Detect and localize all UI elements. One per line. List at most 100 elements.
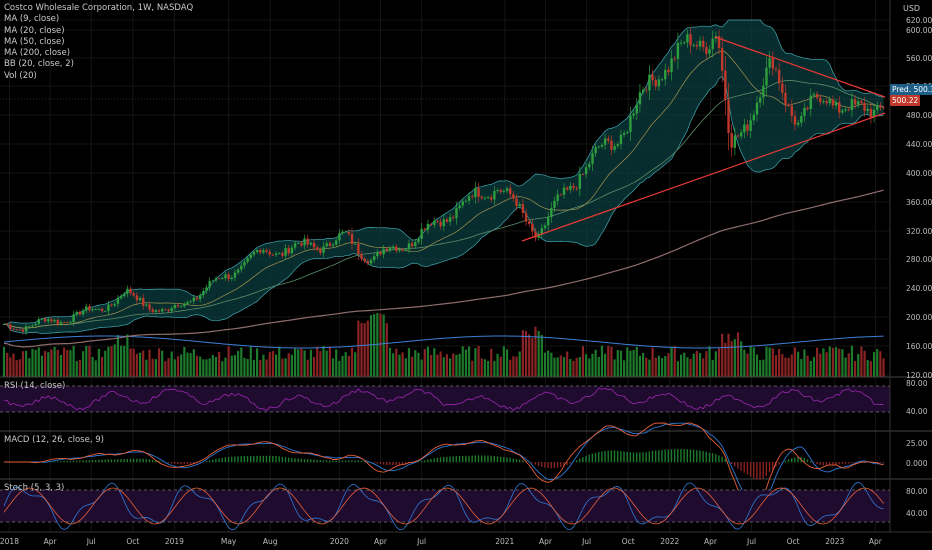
candle-body xyxy=(499,190,502,193)
macd-hist-bar xyxy=(591,453,594,463)
macd-hist-bar xyxy=(227,456,230,463)
volume-bar xyxy=(205,359,208,377)
candle-body xyxy=(233,272,237,278)
macd-y-tick: 0.000 xyxy=(906,459,928,468)
candle-body xyxy=(312,242,316,248)
volume-bar xyxy=(243,357,246,377)
macd-pane-title[interactable]: MACD (12, 26, close, 9) xyxy=(4,435,104,445)
candle-body xyxy=(777,69,781,84)
candle-body xyxy=(227,274,230,280)
price-axis[interactable]: 620.00600.00560.00520.00480.00440.00400.… xyxy=(889,0,932,532)
macd-hist-bar xyxy=(563,462,565,466)
candle-body xyxy=(847,109,850,111)
volume-bar xyxy=(841,349,844,377)
macd-hist-bar xyxy=(53,461,56,463)
symbol-title[interactable]: Costco Wholesale Corporation, 1W, NASDAQ xyxy=(4,3,194,13)
volume-bar xyxy=(496,353,499,377)
candle-body xyxy=(863,102,866,111)
macd-hist-bar xyxy=(360,460,363,463)
candle-body xyxy=(619,134,623,145)
volume-bar xyxy=(648,359,651,377)
x-tick-label: Oct xyxy=(787,537,800,546)
candle-body xyxy=(543,225,547,229)
volume-bar xyxy=(594,349,597,377)
indicator-ma20[interactable]: MA (20, close) xyxy=(4,25,65,36)
volume-bar xyxy=(499,356,502,377)
indicator-ma50[interactable]: MA (50, close) xyxy=(4,36,65,47)
macd-hist-bar xyxy=(819,462,821,465)
macd-hist-bar xyxy=(718,455,720,463)
volume-bar xyxy=(373,314,376,377)
y-tick-label: 600.00 xyxy=(906,26,932,35)
candle-body xyxy=(69,322,72,324)
indicator-ma9[interactable]: MA (9, close) xyxy=(4,14,60,25)
candle-body xyxy=(527,221,531,224)
time-axis[interactable]: 2018 Apr Jul Oct 2019 May Aug 2020 Apr Jul 2021 Apr… xyxy=(0,531,932,546)
volume-bar xyxy=(689,358,692,377)
volume-bar xyxy=(667,353,670,377)
macd-hist-bar xyxy=(287,457,290,463)
candle-body xyxy=(205,287,208,291)
stoch-pane-title[interactable]: Stoch (5, 3, 3) xyxy=(4,483,65,493)
macd-hist-bar xyxy=(161,461,163,463)
candle-body xyxy=(56,320,59,324)
macd-hist-bar xyxy=(480,455,483,463)
candle-body xyxy=(600,144,604,147)
volume-bar xyxy=(749,346,752,377)
volume-bar xyxy=(461,346,464,377)
macd-hist-bar xyxy=(392,462,394,466)
candle-body xyxy=(622,132,626,135)
upper-trendline[interactable] xyxy=(714,36,886,98)
volume-bar xyxy=(167,358,170,377)
macd-hist-bar xyxy=(75,460,78,463)
lower-trendline[interactable] xyxy=(521,112,886,242)
macd-hist-bar xyxy=(616,450,619,463)
stoch-y-tick: 80.00 xyxy=(906,487,928,496)
macd-hist-bar xyxy=(386,462,388,466)
macd-hist-bar xyxy=(458,455,461,463)
volume-bar xyxy=(107,346,110,377)
candle-body xyxy=(860,101,863,103)
volume-bar xyxy=(230,355,233,377)
macd-hist-bar xyxy=(683,449,685,463)
candle-body xyxy=(679,42,683,44)
indicator-vol[interactable]: Vol (20) xyxy=(4,70,37,81)
macd-hist-bar xyxy=(145,459,147,463)
volume-bar xyxy=(132,348,135,377)
volume-bar xyxy=(872,352,876,377)
volume-bar xyxy=(78,359,82,377)
volume-bar xyxy=(781,354,784,377)
macd-hist-bar xyxy=(708,452,711,463)
volume-bar xyxy=(281,358,284,377)
candle-body xyxy=(812,93,816,96)
macd-hist-bar xyxy=(126,458,128,463)
x-tick-label: May xyxy=(221,537,237,546)
macd-hist-bar xyxy=(272,455,274,463)
candle-body xyxy=(670,58,673,73)
macd-hist-bar xyxy=(474,455,477,463)
volume-bar xyxy=(366,320,369,377)
candle-body xyxy=(603,138,607,145)
candle-body xyxy=(363,258,366,262)
candle-body xyxy=(319,249,322,253)
macd-hist-bar xyxy=(436,457,439,463)
volume-bar xyxy=(113,344,116,377)
volume-bar xyxy=(303,350,306,377)
candle-body xyxy=(369,259,373,264)
rsi-pane-title[interactable]: RSI (14, close) xyxy=(4,381,66,391)
macd-hist-bar xyxy=(420,461,423,463)
macd-hist-bar xyxy=(635,452,638,463)
candle-body xyxy=(151,309,154,313)
candle-body xyxy=(376,252,379,257)
volume-bar xyxy=(664,356,667,377)
indicator-bb[interactable]: BB (20, close, 2) xyxy=(4,59,74,70)
macd-hist-bar xyxy=(186,462,189,465)
y-tick-label: 400.00 xyxy=(906,169,932,178)
candle-body xyxy=(208,280,211,288)
candle-body xyxy=(480,196,483,199)
indicator-ma200[interactable]: MA (200, close) xyxy=(4,48,71,59)
macd-hist-bar xyxy=(180,462,182,465)
macd-hist-bar xyxy=(550,462,552,469)
volume-bar xyxy=(730,341,733,377)
